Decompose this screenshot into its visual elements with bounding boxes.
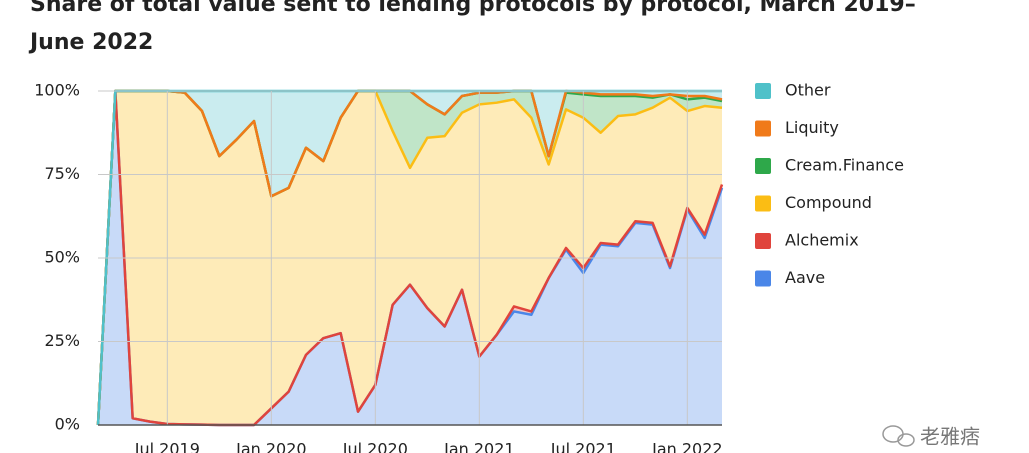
legend-label: Cream.Finance: [785, 156, 904, 175]
legend-swatch: [755, 195, 771, 212]
watermark-icon: [882, 425, 915, 447]
y-tick-label: 100%: [34, 81, 80, 100]
legend-swatch: [755, 270, 771, 287]
chart-title: Share of total value sent to lending pro…: [30, 0, 916, 55]
x-tick-label: Jul 2019: [134, 440, 200, 453]
legend-label: Alchemix: [785, 231, 859, 250]
x-tick-label: Jan 2022: [651, 440, 722, 453]
x-tick-label: Jan 2020: [235, 440, 306, 453]
y-tick-label: 25%: [44, 331, 80, 350]
legend-label: Other: [785, 81, 831, 100]
y-tick-label: 0%: [55, 415, 80, 434]
x-tick-label: Jul 2021: [550, 440, 616, 453]
legend-label: Aave: [785, 268, 825, 287]
x-tick-label: Jan 2021: [443, 440, 514, 453]
legend-label: Liquity: [785, 118, 839, 137]
y-tick-label: 75%: [44, 164, 80, 183]
legend-swatch: [755, 120, 771, 137]
x-tick-label: Jul 2020: [342, 440, 408, 453]
watermark: 老雅痞: [920, 425, 980, 449]
legend-swatch: [755, 83, 771, 99]
legend-label: Compound: [785, 193, 872, 212]
legend-swatch: [755, 158, 771, 174]
y-tick-label: 50%: [44, 248, 80, 267]
legend-swatch: [755, 233, 771, 249]
area: [98, 91, 722, 425]
